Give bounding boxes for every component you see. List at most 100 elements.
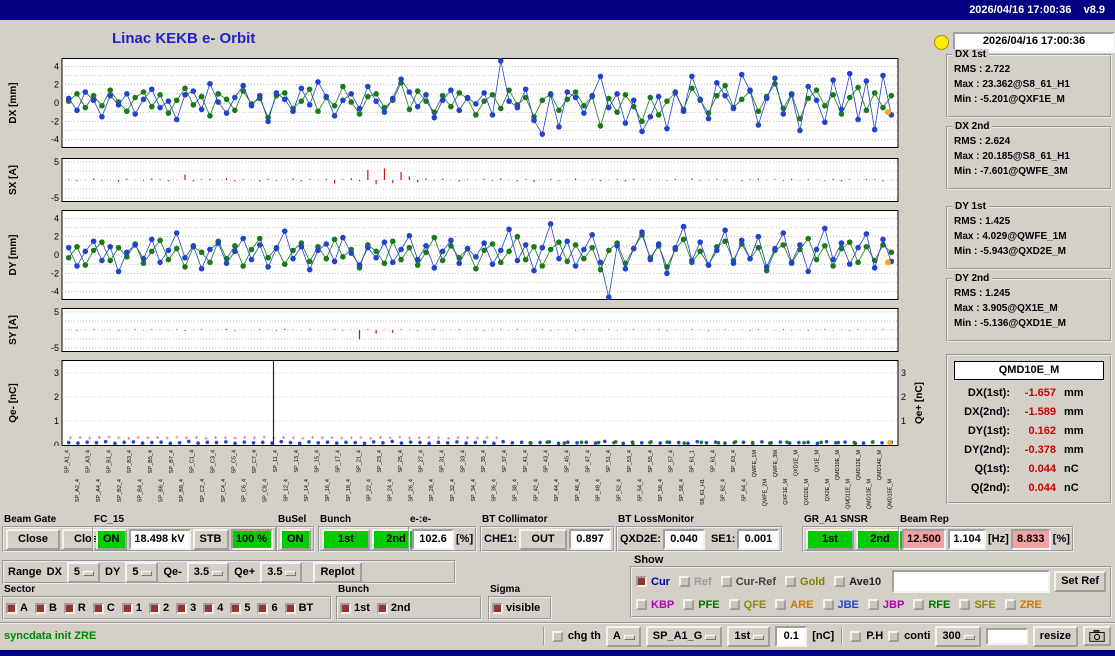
svg-text:SP_31_4: SP_31_4 xyxy=(440,450,446,473)
show-cur-toggle[interactable] xyxy=(636,576,647,587)
show-are-toggle[interactable] xyxy=(775,599,787,610)
fc15-on-button[interactable]: ON xyxy=(96,528,127,550)
svg-text:1: 1 xyxy=(54,416,59,426)
bunch-2nd-toggle[interactable] xyxy=(376,602,388,614)
window-bottom-border xyxy=(0,650,1115,656)
chg-th-checkbox[interactable] xyxy=(551,630,563,642)
sector-6-toggle[interactable] xyxy=(257,602,269,614)
svg-text:SP_14_4: SP_14_4 xyxy=(304,479,310,502)
range-dx-label: DX xyxy=(46,566,62,578)
gr-1st-button[interactable]: 1st xyxy=(806,528,854,550)
sector-a-dropdown[interactable]: A xyxy=(605,625,641,647)
show-kbp-toggle[interactable] xyxy=(636,599,647,610)
stat-max: Max : 3.905@QX1E_M xyxy=(954,303,1058,314)
qxd2e-label: QXD2E: xyxy=(620,533,661,545)
show-jbp-toggle[interactable] xyxy=(867,599,879,610)
titlebar-datetime: 2026/04/16 17:00:36 xyxy=(969,4,1072,16)
show-panel: Cur Ref Cur-Ref Gold Ave10 Set Ref KBP P… xyxy=(630,566,1112,618)
svg-text:SP_23_4: SP_23_4 xyxy=(377,450,383,473)
busel-on-button[interactable]: ON xyxy=(280,528,311,550)
stat-min: Min : -5.136@QXD1E_M xyxy=(954,318,1067,329)
show-ref-toggle[interactable] xyxy=(678,576,690,587)
stats-group-title: DY 1st xyxy=(952,201,989,212)
sector-5-toggle[interactable] xyxy=(230,602,242,614)
svg-text:SP_C5_4: SP_C5_4 xyxy=(231,450,237,474)
gr-2nd-button[interactable]: 2nd xyxy=(856,528,904,550)
resize-button[interactable]: resize xyxy=(1032,625,1078,647)
svg-text:SP_17_4: SP_17_4 xyxy=(335,450,341,473)
sigma-visible-toggle[interactable] xyxy=(492,602,503,614)
svg-text:SP_33_4: SP_33_4 xyxy=(460,450,466,473)
sector-bt-toggle[interactable] xyxy=(284,602,296,614)
stat-min: Min : -7.601@QWFE_3M xyxy=(954,166,1068,177)
svg-text:-5: -5 xyxy=(51,193,59,202)
svg-text:4: 4 xyxy=(54,61,59,71)
blank-field[interactable] xyxy=(985,627,1028,645)
set-ref-button[interactable]: Set Ref xyxy=(1054,571,1106,592)
show-rfe-toggle[interactable] xyxy=(913,599,925,610)
camera-button[interactable] xyxy=(1083,626,1111,646)
svg-text:SP_51_4: SP_51_4 xyxy=(606,450,612,473)
conti-checkbox[interactable] xyxy=(888,630,900,642)
svg-text:QMD15E_M: QMD15E_M xyxy=(887,479,893,510)
range-qe-minus-label: Qe- xyxy=(163,566,182,578)
stat-rms: RMS : 1.425 xyxy=(954,216,1011,227)
show-cur-ref-toggle[interactable] xyxy=(720,576,732,587)
charge-chart: 3 2 1 0 3 2 1 xyxy=(28,360,912,450)
range-qe-minus-dropdown[interactable]: 3.5 xyxy=(186,561,230,583)
sector-1-toggle[interactable] xyxy=(121,602,133,614)
bunch-1st-toggle[interactable] xyxy=(340,602,351,614)
ref-name-input[interactable] xyxy=(892,570,1051,593)
ph-checkbox[interactable] xyxy=(850,630,862,642)
beam-rep-hz-unit: [Hz] xyxy=(988,533,1009,545)
busel-panel: BuSel ON xyxy=(276,514,315,552)
bunch-1st-dropdown[interactable]: 1st xyxy=(727,625,771,647)
svg-text:SP_C8_4: SP_C8_4 xyxy=(263,479,269,503)
svg-text:SP_27_4: SP_27_4 xyxy=(419,450,425,473)
show-gold-toggle[interactable] xyxy=(785,576,797,587)
sector-4-toggle[interactable] xyxy=(203,602,215,614)
che1-out-button[interactable]: OUT xyxy=(519,528,568,550)
sector-a-toggle[interactable] xyxy=(6,602,17,614)
sector-b-toggle[interactable] xyxy=(34,602,46,614)
show-sfe-toggle[interactable] xyxy=(959,599,971,610)
svg-text:QMD11E_M: QMD11E_M xyxy=(846,479,852,509)
show-ave10-toggle[interactable] xyxy=(834,576,846,587)
svg-text:SP_21_4: SP_21_4 xyxy=(356,450,362,473)
fc15-stb-button[interactable]: STB xyxy=(192,528,229,550)
camera-icon xyxy=(1089,630,1105,642)
range-dx-dropdown[interactable]: 5 xyxy=(66,561,101,583)
beam-gate-close-1-button[interactable]: Close xyxy=(6,528,60,550)
qxd2e-value: 0.040 xyxy=(662,528,705,550)
svg-text:SP_B7_4: SP_B7_4 xyxy=(169,450,175,473)
svg-text:SP_B5_4: SP_B5_4 xyxy=(148,450,154,473)
sector-3-toggle[interactable] xyxy=(176,602,188,614)
replot-button[interactable]: Replot xyxy=(313,561,362,583)
sp-a1-g-dropdown[interactable]: SP_A1_G xyxy=(645,625,723,647)
range-dy-dropdown[interactable]: 5 xyxy=(125,561,159,583)
status-bar: syncdata init ZRE chg th A SP_A1_G 1st 0… xyxy=(0,622,1115,648)
sector-2-toggle[interactable] xyxy=(148,602,160,614)
threshold-field[interactable]: 0.1 xyxy=(775,625,808,647)
show-zre-toggle[interactable] xyxy=(1004,599,1016,610)
sector-r-toggle[interactable] xyxy=(63,602,75,614)
sector-c-toggle[interactable] xyxy=(92,602,104,614)
svg-text:QXD2E_M: QXD2E_M xyxy=(804,479,810,506)
svg-text:SP_12_4: SP_12_4 xyxy=(283,479,289,502)
bunch-1st-button[interactable]: 1st xyxy=(322,528,370,550)
bt-lossmonitor-panel: BT LossMonitor QXD2E: 0.040 SE1: 0.001 xyxy=(616,514,784,552)
interval-dropdown[interactable]: 300 xyxy=(935,625,981,647)
show-qfe-toggle[interactable] xyxy=(728,599,740,610)
show-jbe-toggle[interactable] xyxy=(822,599,834,610)
beam-rep-panel: Beam Rep 12.500 1.104 [Hz] 8.833 [%] xyxy=(898,514,1074,552)
range-panel: Range DX 5 DY 5 Qe- 3.5 Qe+ 3.5 Replot xyxy=(2,560,456,584)
stat-max: Max : 4.029@QWFE_1M xyxy=(954,231,1067,242)
svg-text:SP_A2_4: SP_A2_4 xyxy=(75,479,81,502)
svg-text:SP_C3_4: SP_C3_4 xyxy=(211,450,217,474)
show-pfe-toggle[interactable] xyxy=(683,599,695,610)
svg-text:0: 0 xyxy=(54,440,59,446)
svg-text:SP_C1_4: SP_C1_4 xyxy=(190,450,196,474)
svg-text:2: 2 xyxy=(54,232,59,242)
range-qe-plus-dropdown[interactable]: 3.5 xyxy=(260,561,303,583)
che1-label: CHE1: xyxy=(484,533,518,545)
